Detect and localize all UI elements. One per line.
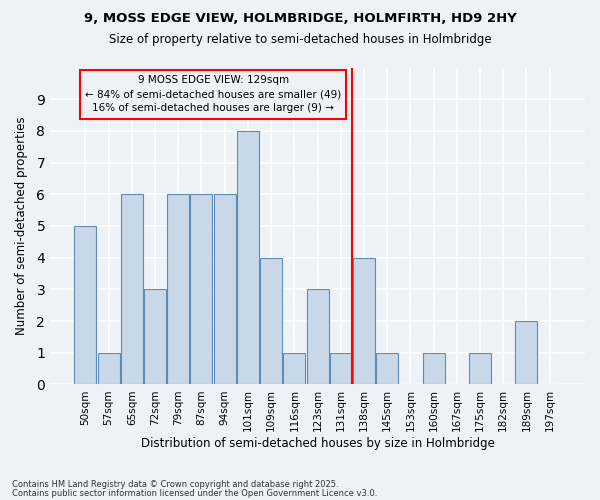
Bar — [353, 258, 375, 384]
Bar — [260, 258, 282, 384]
Bar — [167, 194, 189, 384]
X-axis label: Distribution of semi-detached houses by size in Holmbridge: Distribution of semi-detached houses by … — [140, 437, 494, 450]
Text: Contains public sector information licensed under the Open Government Licence v3: Contains public sector information licen… — [12, 488, 377, 498]
Bar — [469, 353, 491, 384]
Bar — [307, 290, 329, 384]
Bar — [330, 353, 352, 384]
Bar — [144, 290, 166, 384]
Text: 9 MOSS EDGE VIEW: 129sqm
← 84% of semi-detached houses are smaller (49)
16% of s: 9 MOSS EDGE VIEW: 129sqm ← 84% of semi-d… — [85, 76, 341, 114]
Bar — [237, 131, 259, 384]
Bar — [190, 194, 212, 384]
Bar — [515, 321, 538, 384]
Bar — [376, 353, 398, 384]
Text: 9, MOSS EDGE VIEW, HOLMBRIDGE, HOLMFIRTH, HD9 2HY: 9, MOSS EDGE VIEW, HOLMBRIDGE, HOLMFIRTH… — [83, 12, 517, 26]
Text: Size of property relative to semi-detached houses in Holmbridge: Size of property relative to semi-detach… — [109, 32, 491, 46]
Bar — [422, 353, 445, 384]
Bar — [283, 353, 305, 384]
Text: Contains HM Land Registry data © Crown copyright and database right 2025.: Contains HM Land Registry data © Crown c… — [12, 480, 338, 489]
Bar — [121, 194, 143, 384]
Bar — [98, 353, 119, 384]
Bar — [214, 194, 236, 384]
Y-axis label: Number of semi-detached properties: Number of semi-detached properties — [15, 116, 28, 336]
Bar — [74, 226, 97, 384]
